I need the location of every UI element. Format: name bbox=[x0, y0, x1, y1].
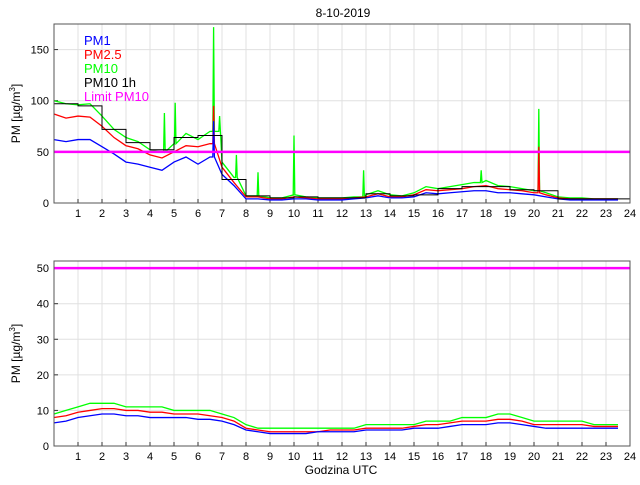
x-tick-label: 23 bbox=[600, 451, 612, 463]
x-tick-label: 24 bbox=[624, 451, 636, 463]
y-tick-label: 150 bbox=[31, 45, 49, 57]
y-tick-label: 0 bbox=[43, 441, 49, 453]
y-tick-label: 0 bbox=[43, 198, 49, 210]
x-tick-label: 21 bbox=[552, 451, 564, 463]
x-tick-label: 1 bbox=[75, 451, 81, 463]
series-line-pm1 bbox=[53, 121, 618, 201]
x-tick-label: 21 bbox=[552, 208, 564, 220]
top-plot: 1 2 3 4 5 6 7 8 9 10 11 12 13 14 15 16 17 18 19 20 21 22 23 240… bbox=[8, 23, 636, 220]
x-tick-label: 20 bbox=[528, 451, 540, 463]
x-tick-label: 13 bbox=[360, 451, 372, 463]
chart-title: 8-10-2019 bbox=[316, 6, 371, 20]
x-tick-label: 12 bbox=[336, 208, 348, 220]
x-tick-label: 22 bbox=[576, 451, 588, 463]
x-tick-label: 7 bbox=[219, 208, 225, 220]
x-tick-label: 8 bbox=[243, 208, 249, 220]
x-axis-label: Godzina UTC bbox=[305, 463, 378, 477]
y-tick-label: 100 bbox=[31, 96, 49, 108]
x-tick-label: 19 bbox=[504, 451, 516, 463]
x-tick-label: 5 bbox=[171, 451, 177, 463]
x-tick-label: 18 bbox=[480, 208, 492, 220]
x-tick-label: 6 bbox=[195, 451, 201, 463]
x-tick-label: 23 bbox=[600, 208, 612, 220]
x-tick-label: 10 bbox=[288, 208, 300, 220]
bottom-plot: 1 2 3 4 5 6 7 8 9 10 11 12 13 14 15 16 17 18 19 20 21 22 23 240… bbox=[8, 260, 636, 463]
x-tick-label: 8 bbox=[243, 451, 249, 463]
x-tick-label: 16 bbox=[432, 208, 444, 220]
x-tick-label: 15 bbox=[408, 208, 420, 220]
x-tick-label: 14 bbox=[384, 208, 396, 220]
x-tick-label: 17 bbox=[456, 208, 468, 220]
legend-entry: PM10 bbox=[84, 61, 118, 76]
x-tick-label: 9 bbox=[267, 451, 273, 463]
x-tick-label: 3 bbox=[123, 208, 129, 220]
legend-entry: Limit PM10 bbox=[84, 89, 149, 104]
y-axis-label: PM [µg/m3] bbox=[8, 84, 23, 143]
x-tick-label: 2 bbox=[99, 451, 105, 463]
x-tick-label: 1 bbox=[75, 208, 81, 220]
y-tick-label: 50 bbox=[37, 263, 49, 275]
series-line-pm10 bbox=[53, 27, 618, 200]
y-tick-label: 50 bbox=[37, 147, 49, 159]
x-tick-label: 11 bbox=[312, 451, 323, 463]
x-tick-label: 14 bbox=[384, 451, 396, 463]
x-tick-label: 18 bbox=[480, 451, 492, 463]
x-tick-label: 11 bbox=[312, 208, 323, 220]
y-axis-label: PM [µg/m3] bbox=[8, 324, 23, 383]
x-tick-label: 5 bbox=[171, 208, 177, 220]
plot-frame bbox=[53, 23, 631, 204]
series-line-pm10-1h bbox=[54, 103, 630, 200]
x-tick-label: 22 bbox=[576, 208, 588, 220]
x-tick-label: 4 bbox=[147, 208, 153, 220]
x-tick-label: 3 bbox=[123, 451, 129, 463]
x-tick-label: 4 bbox=[147, 451, 153, 463]
y-tick-label: 30 bbox=[37, 334, 49, 346]
y-tick-label: 40 bbox=[37, 299, 49, 311]
x-tick-label: 17 bbox=[456, 451, 468, 463]
legend-entry: PM2.5 bbox=[84, 47, 122, 62]
x-tick-label: 12 bbox=[336, 451, 348, 463]
legend-entry: PM1 bbox=[84, 33, 111, 48]
series-line-pm25 bbox=[53, 407, 618, 433]
x-tick-label: 24 bbox=[624, 208, 636, 220]
plot-frame bbox=[53, 260, 631, 447]
legend-entry: PM10 1h bbox=[84, 75, 136, 90]
series-line-pm1 bbox=[53, 413, 618, 435]
series-line-pm25 bbox=[53, 105, 618, 200]
y-tick-label: 10 bbox=[37, 405, 49, 417]
x-tick-label: 16 bbox=[432, 451, 444, 463]
series-line-pm10 bbox=[53, 402, 618, 429]
x-tick-label: 13 bbox=[360, 208, 372, 220]
x-tick-label: 10 bbox=[288, 451, 300, 463]
x-tick-label: 2 bbox=[99, 208, 105, 220]
x-tick-label: 19 bbox=[504, 208, 516, 220]
x-tick-label: 15 bbox=[408, 451, 420, 463]
x-tick-label: 20 bbox=[528, 208, 540, 220]
x-tick-label: 6 bbox=[195, 208, 201, 220]
x-tick-label: 9 bbox=[267, 208, 273, 220]
y-tick-label: 20 bbox=[37, 370, 49, 382]
x-tick-label: 7 bbox=[219, 451, 225, 463]
